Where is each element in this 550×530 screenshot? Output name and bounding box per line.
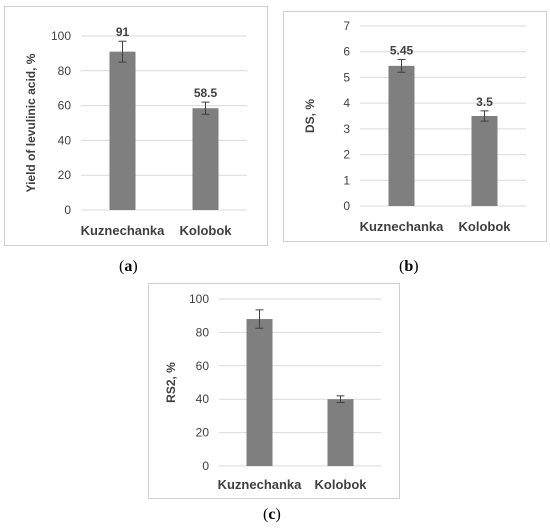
chart-panel-b: 0 1 2 3 4 5 6 7 DS, % 5.45 Kuznechanka 3.5 Kolobok — [283, 11, 547, 242]
chart-b-svg: 0 1 2 3 4 5 6 7 DS, % 5.45 Kuznechanka 3.5 Kolobok — [303, 19, 526, 234]
chart-c-ytick-label: 80 — [196, 325, 210, 339]
chart-b-ylabel: DS, % — [303, 99, 317, 133]
chart-a-bar — [192, 108, 219, 210]
chart-a-svg: 0 20 40 60 80 100 Yield of levulinic acid, % 91… — [24, 25, 247, 238]
chart-c-ytick-label: 100 — [189, 292, 209, 306]
chart-a-ylabel: Yield of levulinic acid, % — [24, 53, 38, 192]
chart-b-ytick-label: 0 — [343, 199, 350, 213]
chart-a-ytick-label: 80 — [58, 64, 72, 78]
chart-b-ytick-label: 1 — [343, 173, 350, 187]
chart-c-ytick-label: 60 — [196, 359, 210, 373]
caption-c: (c) — [263, 506, 281, 523]
chart-b-category-label: Kuznechanka — [360, 219, 445, 234]
chart-a-ytick-label: 60 — [58, 99, 72, 113]
chart-c-svg: 0 20 40 60 80 100 RS2, % Kuznechanka Kolobok — [164, 292, 381, 492]
chart-c-bar — [327, 399, 354, 466]
chart-c-ylabel: RS2, % — [164, 362, 178, 403]
chart-b-ytick-label: 5 — [343, 70, 350, 84]
chart-c-category-label: Kolobok — [315, 477, 368, 492]
chart-a-ytick-label: 40 — [58, 133, 72, 147]
chart-b-data-label: 3.5 — [476, 95, 493, 109]
chart-b-bar — [471, 116, 498, 206]
chart-c-ytick-label: 0 — [202, 459, 209, 473]
chart-c-category-label: Kuznechanka — [218, 477, 303, 492]
chart-a-bar — [109, 51, 136, 210]
chart-c-ytick-label: 20 — [196, 426, 210, 440]
chart-a-ytick-label: 20 — [58, 168, 72, 182]
chart-b-ytick-label: 7 — [343, 19, 350, 33]
chart-a-ytick-label: 0 — [64, 203, 71, 217]
chart-b-ytick-label: 4 — [343, 96, 350, 110]
chart-b-ytick-label: 6 — [343, 45, 350, 59]
chart-b-category-label: Kolobok — [459, 219, 512, 234]
caption-b: (b) — [399, 258, 419, 275]
chart-b-ytick-label: 3 — [343, 122, 350, 136]
chart-c-bar — [246, 319, 273, 466]
chart-panel-a: 0 20 40 60 80 100 Yield of levulinic acid, % 91… — [4, 6, 268, 246]
caption-a: (a) — [119, 258, 138, 275]
chart-a-category-label: Kuznechanka — [81, 223, 166, 238]
chart-a-ytick-label: 100 — [51, 29, 71, 43]
chart-b-bar — [388, 65, 415, 206]
chart-a-data-label: 91 — [116, 25, 130, 39]
chart-b-data-label: 5.45 — [390, 43, 414, 57]
chart-c-ytick-label: 40 — [196, 392, 210, 406]
chart-a-data-label: 58.5 — [194, 86, 218, 100]
chart-a-category-label: Kolobok — [180, 223, 233, 238]
chart-panel-c: 0 20 40 60 80 100 RS2, % Kuznechanka Kolobok — [148, 283, 400, 499]
chart-b-ytick-label: 2 — [343, 148, 350, 162]
